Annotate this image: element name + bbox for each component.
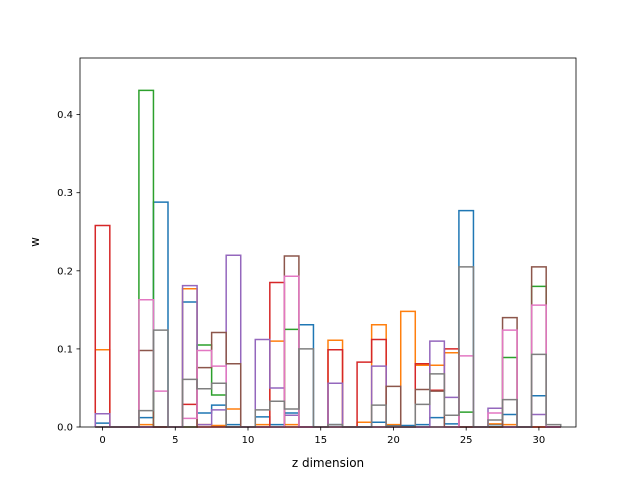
x-tick-label: 20: [387, 435, 400, 446]
x-tick-label: 25: [460, 435, 473, 446]
x-tick-label: 10: [242, 435, 255, 446]
x-tick-label: 15: [314, 435, 327, 446]
axes-frame: [79, 57, 577, 428]
series-7-histogram: [95, 266, 562, 428]
y-axis-ticks: 0.0 0.1 0.2 0.3 0.4: [57, 110, 80, 434]
y-tick-label: 0.3: [57, 188, 73, 199]
x-tick-label: 30: [533, 435, 546, 446]
y-tick-label: 0.1: [57, 344, 73, 355]
y-tick-label: 0.0: [57, 423, 73, 434]
x-axis-label: z dimension: [292, 456, 364, 470]
x-axis-ticks: 0 5 10 15 20 25 30: [99, 427, 545, 446]
x-tick-label: 5: [172, 435, 178, 446]
y-tick-label: 0.2: [57, 266, 73, 277]
x-tick-label: 0: [99, 435, 105, 446]
y-axis-label: w: [28, 237, 42, 247]
y-tick-label: 0.4: [57, 110, 73, 121]
